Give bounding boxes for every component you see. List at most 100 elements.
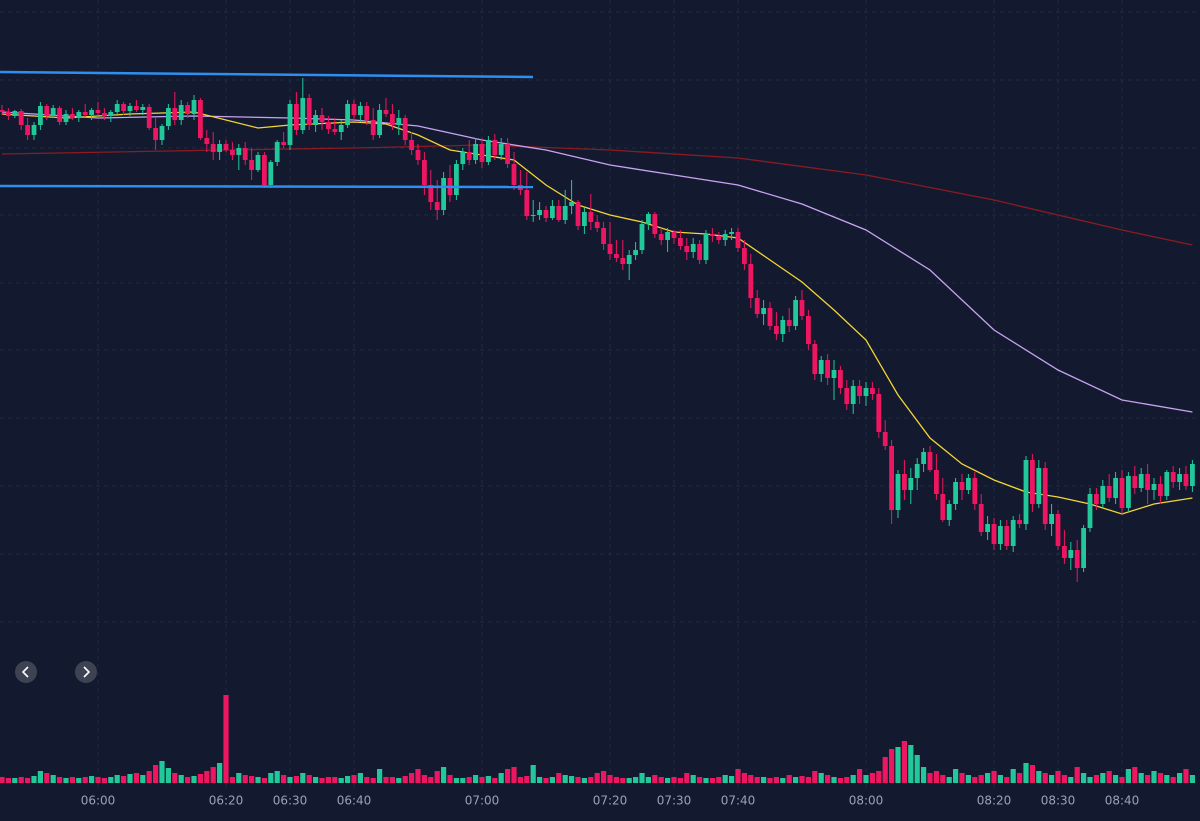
- volume-bar: [991, 771, 997, 783]
- volume-bar: [37, 771, 43, 783]
- volume-bar: [754, 777, 760, 783]
- volume-bar: [1132, 767, 1138, 783]
- volume-bar: [268, 773, 274, 783]
- volume-bar: [645, 777, 651, 783]
- volume-bar: [761, 777, 767, 783]
- nav-prev[interactable]: [15, 661, 37, 683]
- x-tick-label: 06:20: [209, 794, 244, 808]
- candle-body: [473, 144, 478, 160]
- volume-bar: [869, 773, 875, 783]
- candle-body: [153, 128, 158, 140]
- candle-body: [1113, 478, 1118, 498]
- volume-bar: [293, 776, 299, 783]
- volume-bar: [364, 777, 370, 783]
- volume-bar: [108, 777, 114, 783]
- x-axis: 06:00 06:20 06:30 06:40 07:00 07:20 07:30 07:40…: [81, 794, 1140, 808]
- volume-bar: [18, 777, 24, 783]
- volume-bar: [121, 776, 127, 783]
- candle-body: [70, 114, 75, 118]
- candle-body: [114, 104, 120, 112]
- x-tick-label: 07:20: [593, 794, 628, 808]
- volume-bar: [1113, 775, 1119, 783]
- candle-body: [934, 470, 939, 494]
- volume-bar: [505, 769, 511, 783]
- volume-bar: [562, 775, 568, 783]
- volume-bar: [172, 773, 178, 783]
- volume-bar: [479, 777, 485, 783]
- v-grid: [97, 0, 1123, 790]
- candle-body: [1036, 468, 1042, 504]
- candle-body: [95, 110, 101, 113]
- nav-next[interactable]: [75, 661, 97, 683]
- volume-bar: [524, 776, 530, 783]
- candle-body: [191, 100, 197, 114]
- candle-body: [1004, 526, 1010, 546]
- volume-bar: [82, 777, 88, 783]
- candle-body: [242, 148, 248, 160]
- candle-body: [18, 111, 24, 125]
- candle-body: [166, 108, 171, 126]
- volume-bar: [1119, 777, 1125, 783]
- candle-body: [1190, 464, 1195, 486]
- volume-bar: [498, 773, 504, 783]
- candle-body: [121, 104, 126, 111]
- candle-body: [409, 140, 414, 150]
- volume-bar: [626, 778, 632, 783]
- candle-body: [422, 160, 427, 185]
- volume-bar: [313, 777, 319, 783]
- candle-body: [204, 138, 210, 144]
- volume-bar: [946, 777, 952, 783]
- volume-bar: [69, 777, 75, 783]
- volume-bar: [1157, 773, 1163, 783]
- volume-bar: [383, 777, 389, 783]
- candle-body: [537, 210, 542, 215]
- volume-bar: [281, 775, 287, 783]
- candle-body: [646, 214, 651, 224]
- candle-body: [991, 524, 997, 544]
- volume-bar: [76, 778, 82, 783]
- volume-bar: [895, 747, 901, 783]
- candle-body: [287, 104, 293, 145]
- volume-bar: [671, 777, 677, 783]
- candle-body: [633, 250, 638, 255]
- volume-bar: [997, 775, 1003, 783]
- x-tick-label: 06:30: [273, 794, 308, 808]
- volume-bar: [1061, 775, 1067, 783]
- volume-bar: [588, 777, 594, 783]
- volume-bar: [178, 775, 184, 783]
- candle-body: [946, 504, 952, 520]
- candle-body: [1177, 474, 1182, 482]
- volume-bar: [933, 771, 939, 783]
- candle-body: [358, 106, 363, 115]
- volume-bar: [492, 778, 498, 783]
- candle-body: [249, 160, 254, 170]
- volume-bar: [447, 775, 453, 783]
- volume-bar: [1138, 773, 1144, 783]
- volume-bar: [12, 778, 18, 783]
- candle-body: [210, 144, 216, 152]
- volume-bar: [236, 773, 242, 783]
- candle-body: [863, 388, 869, 396]
- volume-bar: [716, 777, 722, 783]
- volume-bar: [485, 776, 491, 783]
- volume-bar: [402, 776, 408, 783]
- candle-body: [742, 248, 747, 264]
- volume-bar: [1017, 773, 1023, 783]
- candle-body: [236, 148, 242, 155]
- volume-bar: [345, 776, 351, 783]
- volume-bar: [575, 777, 581, 783]
- volume-bar: [613, 777, 619, 783]
- candle-body: [178, 105, 184, 120]
- volume-bar: [677, 778, 683, 783]
- candle-body: [38, 106, 43, 125]
- volume-bar: [927, 773, 933, 783]
- candle-body: [1010, 520, 1016, 546]
- volume-bar: [914, 755, 920, 783]
- candle-body: [351, 104, 357, 115]
- volume-bar: [844, 777, 850, 783]
- candle-body: [383, 110, 389, 114]
- candle-body: [1081, 528, 1086, 568]
- candle-body: [857, 386, 862, 396]
- candle-body: [198, 100, 203, 138]
- candle-body: [332, 129, 338, 132]
